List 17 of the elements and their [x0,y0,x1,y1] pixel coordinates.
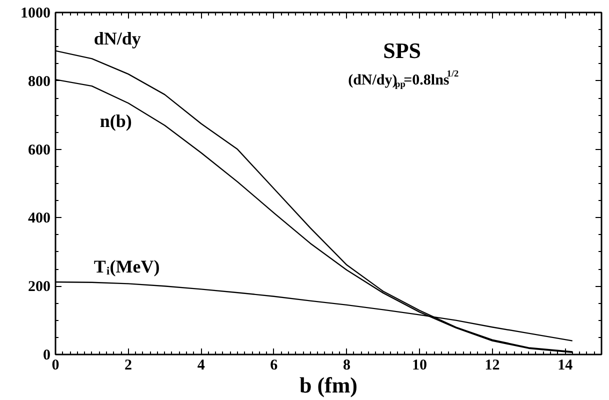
x-tick-label: 2 [124,358,132,374]
x-tick-label: 10 [412,358,427,374]
legend-label: n(b) [100,111,132,132]
x-tick-label: 12 [484,358,500,374]
annotation: SPS [383,38,422,63]
x-tick-label: 14 [558,358,574,374]
x-tick-label: 6 [270,358,278,374]
y-tick-label: 400 [28,210,50,227]
y-tick-label: 800 [28,74,50,90]
y-tick-label: 200 [28,279,50,296]
y-tick-label: 600 [28,142,50,158]
x-axis-title: b (fm) [299,372,358,398]
y-tick-label: 0 [43,348,50,364]
x-tick-label: 8 [342,358,350,374]
x-tick-label: 4 [197,358,206,374]
y-tick-label: 1000 [20,6,50,22]
legend-label: dN/dy [94,28,141,49]
